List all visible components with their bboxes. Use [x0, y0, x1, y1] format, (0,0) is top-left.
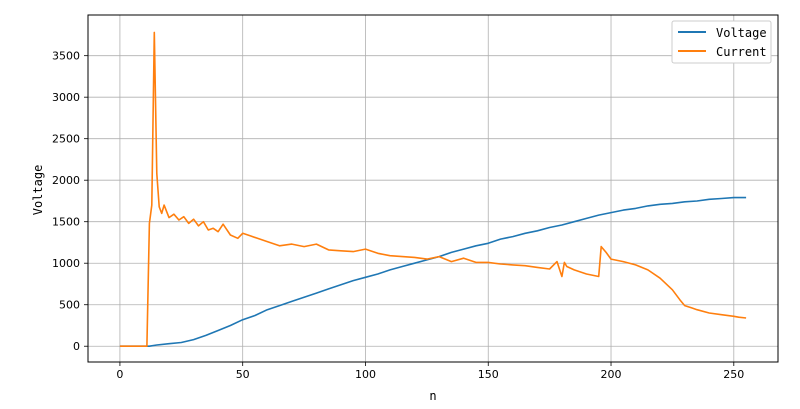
grid-lines [88, 15, 778, 362]
x-tick-label: 150 [478, 368, 499, 381]
y-axis-label: Voltage [31, 165, 45, 216]
x-tick-label: 200 [601, 368, 622, 381]
x-tick-label: 100 [355, 368, 376, 381]
y-tick-label: 0 [73, 340, 80, 353]
series-line-current [119, 31, 747, 348]
y-tick-label: 2500 [52, 133, 80, 146]
series-layer [119, 31, 747, 348]
y-tick-label: 500 [59, 299, 80, 312]
x-axis-ticks: 0 50 100 150 200 250 [116, 362, 744, 381]
x-tick-label: 50 [236, 368, 250, 381]
x-axis-label: n [429, 389, 436, 403]
y-tick-label: 1500 [52, 216, 80, 229]
y-tick-label: 1000 [52, 257, 80, 270]
y-tick-label: 3500 [52, 50, 80, 63]
x-tick-label: 0 [116, 368, 123, 381]
legend: Voltage Current [671, 20, 772, 64]
y-tick-label: 3000 [52, 91, 80, 104]
y-tick-label: 2000 [52, 174, 80, 187]
x-tick-label: 250 [723, 368, 744, 381]
legend-label-current: Current [716, 45, 767, 59]
y-axis-ticks: 0 500 1000 1500 2000 2500 3000 3500 [52, 50, 88, 353]
legend-label-voltage: Voltage [716, 26, 767, 40]
plot-frame [87, 14, 779, 363]
